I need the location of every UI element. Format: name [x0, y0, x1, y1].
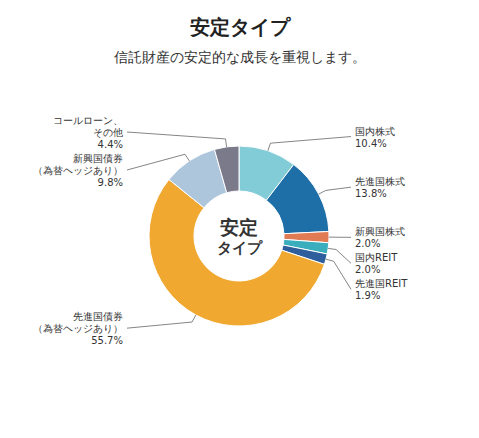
svg-text:国内REIT2.0%: 国内REIT2.0% — [355, 252, 398, 275]
svg-text:先進国REIT1.9%: 先進国REIT1.9% — [355, 278, 408, 301]
html-text:安定タイプ: 安定タイプ — [189, 15, 290, 39]
svg-text:先進国債券（為替ヘッジあり）55.7%: 先進国債券（為替ヘッジあり）55.7% — [33, 311, 123, 346]
svg-text:新興国株式2.0%: 新興国株式2.0% — [355, 226, 405, 249]
svg-text:先進国株式13.8%: 先進国株式13.8% — [355, 176, 405, 199]
html-text:タイプ: タイプ — [216, 238, 262, 257]
svg-text:国内株式10.4%: 国内株式10.4% — [355, 125, 395, 148]
html-text:信託財産の安定的な成長を重視します。: 信託財産の安定的な成長を重視します。 — [113, 49, 366, 65]
svg-text:コールローン、その他4.4%: コールローン、その他4.4% — [53, 115, 123, 150]
svg-text:新興国債券（為替ヘッジあり）9.8%: 新興国債券（為替ヘッジあり）9.8% — [33, 153, 123, 188]
html-text:安定: 安定 — [220, 215, 258, 238]
